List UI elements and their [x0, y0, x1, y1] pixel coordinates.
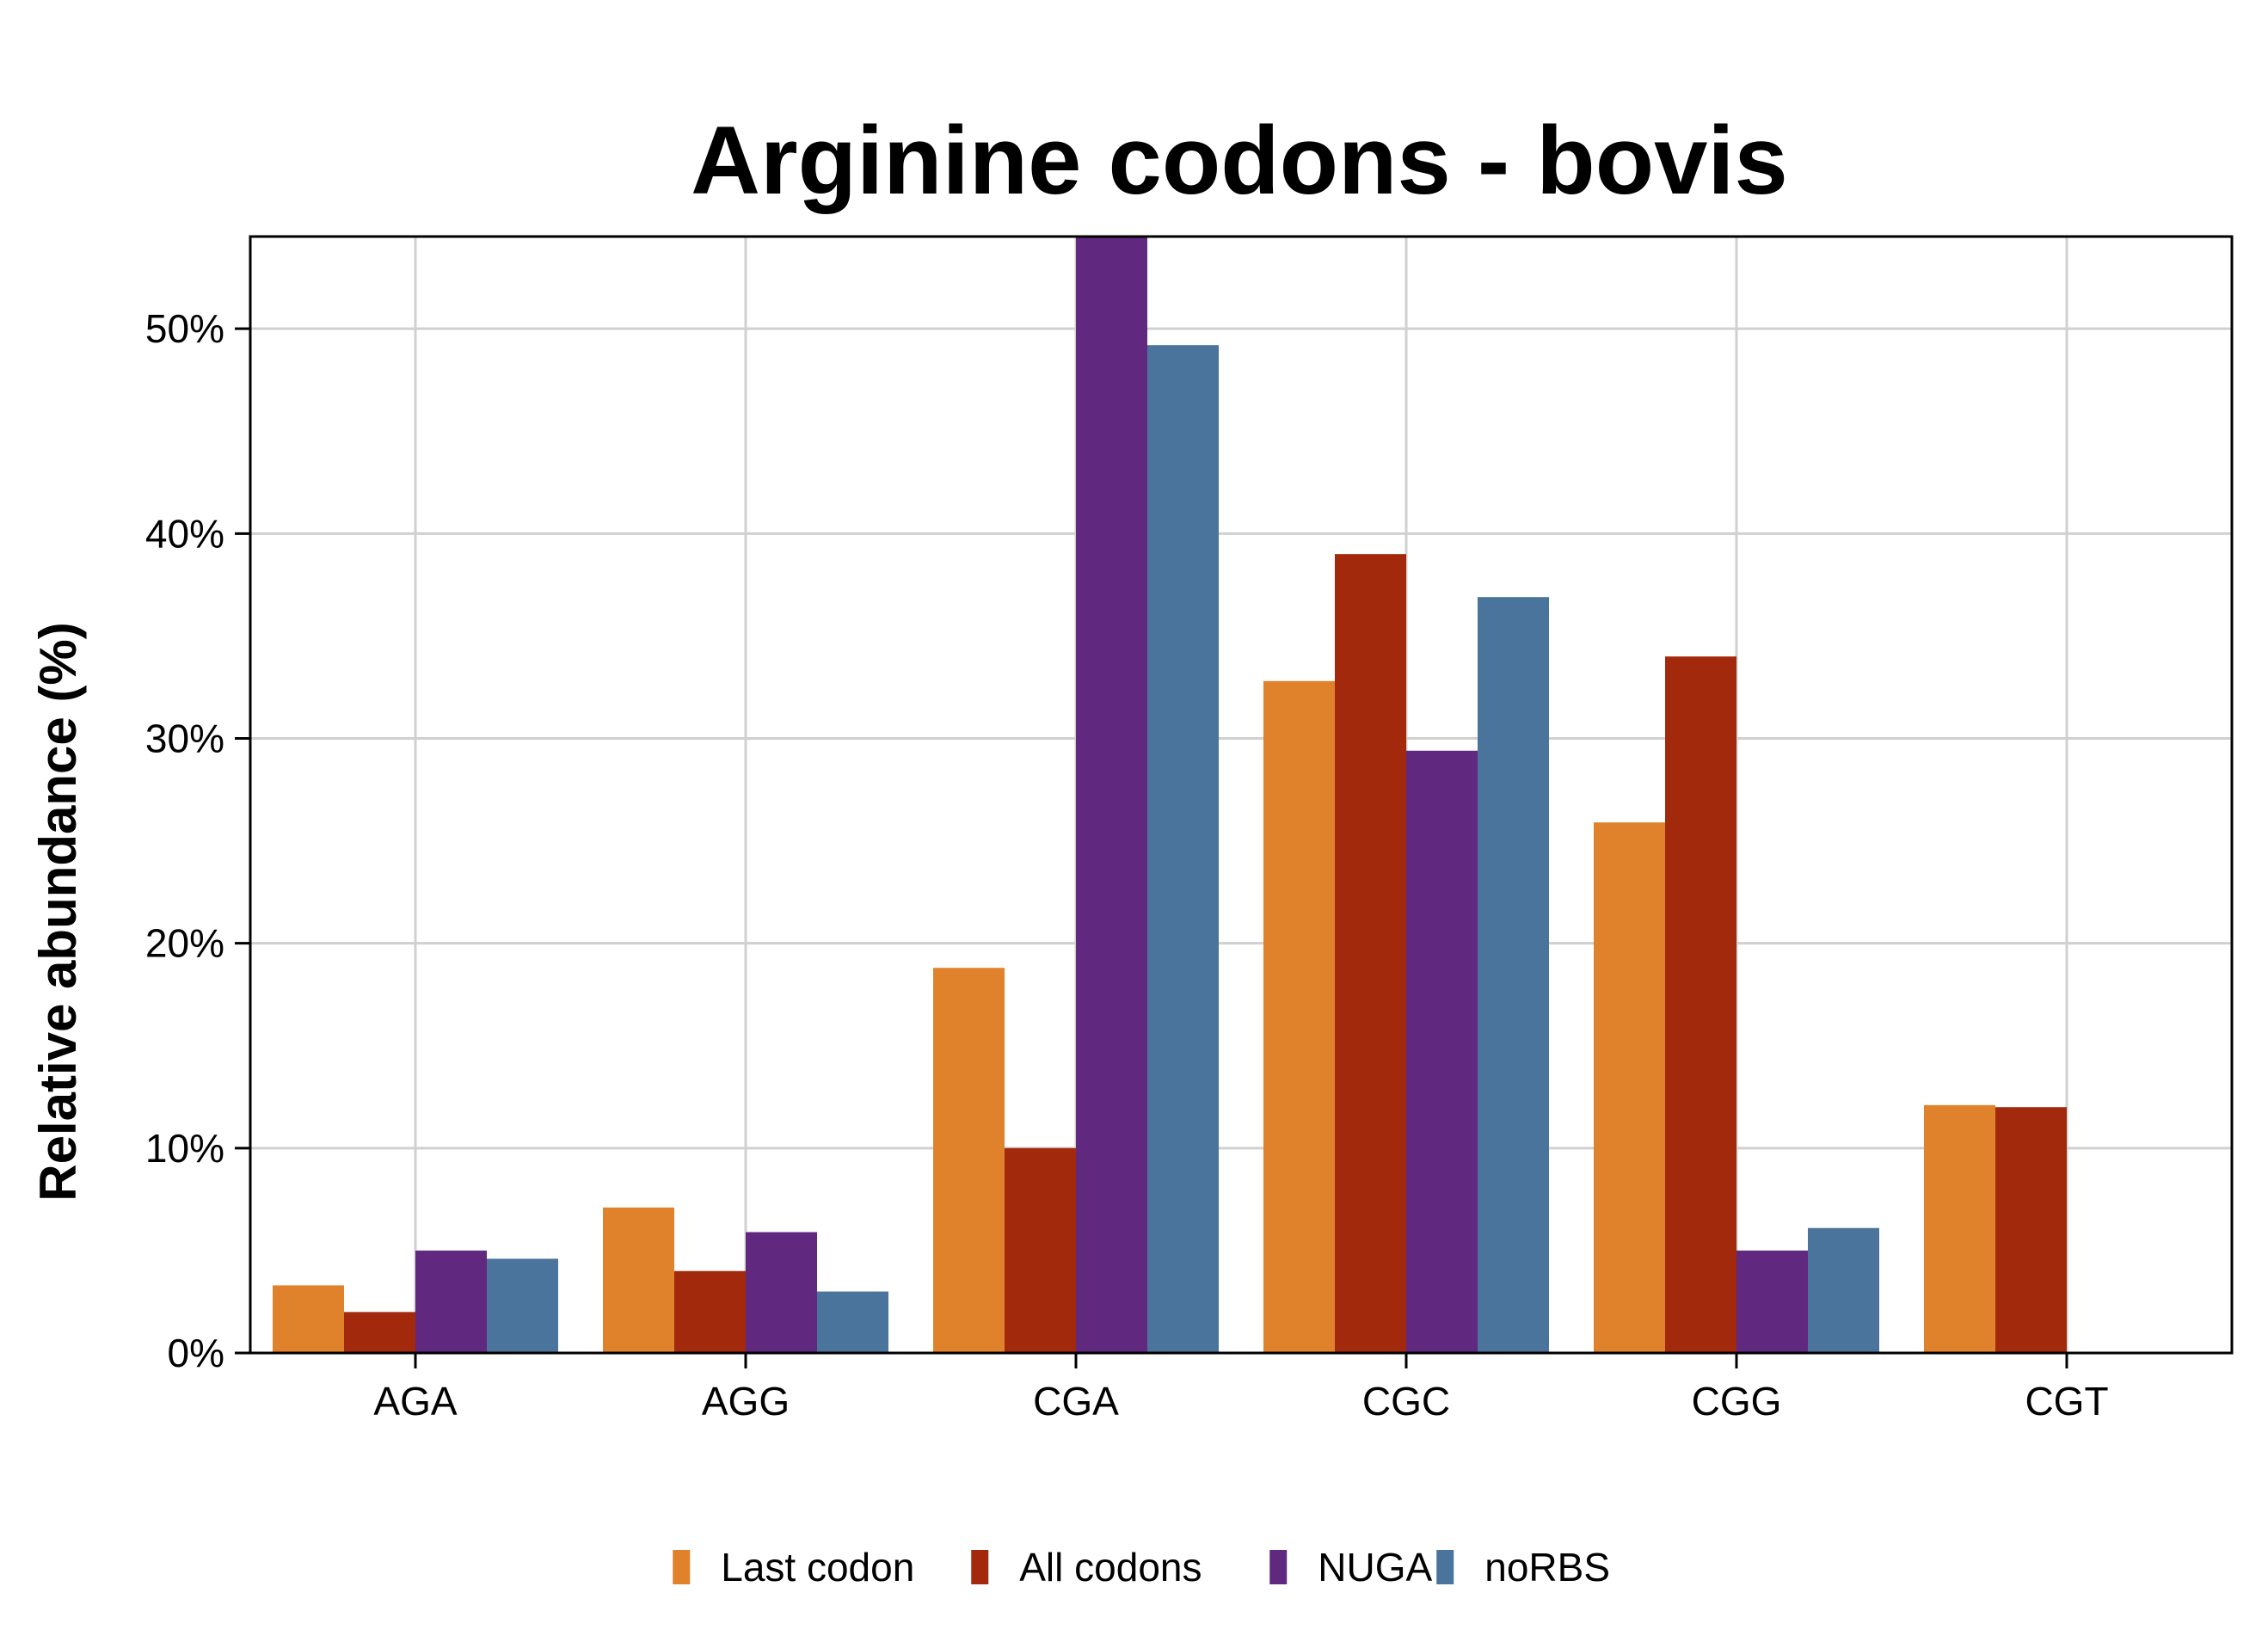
bar-aga-series-1 [344, 1312, 415, 1353]
legend-label: NUGA [1318, 1545, 1432, 1590]
legend-label: All codons [1019, 1545, 1202, 1590]
x-tick-label: CGT [2025, 1379, 2108, 1424]
bar-aga-series-0 [273, 1285, 344, 1353]
bar-cga-series-0 [933, 968, 1005, 1353]
y-tick-label: 0% [168, 1331, 224, 1375]
y-tick-label: 50% [145, 306, 224, 351]
bar-cgg-series-3 [1808, 1227, 1879, 1353]
bar-cgt-series-0 [1924, 1104, 1995, 1353]
x-tick-label: CGA [1033, 1379, 1119, 1424]
x-tick-label: CGG [1692, 1379, 1782, 1424]
x-tick-label: AGA [373, 1379, 457, 1424]
bar-cga-series-1 [1005, 1147, 1076, 1353]
bar-agg-series-2 [746, 1232, 817, 1353]
bar-cgc-series-2 [1406, 750, 1478, 1353]
bar-aga-series-3 [487, 1258, 558, 1353]
bar-cgt-series-1 [1995, 1107, 2067, 1353]
x-axis-ticks: AGA AGG CGA CGC CGG CGT [373, 1353, 2109, 1424]
bars [273, 237, 2067, 1353]
bar-agg-series-0 [603, 1207, 674, 1353]
bar-cgc-series-1 [1335, 554, 1406, 1353]
legend-label: Last codon [721, 1545, 914, 1590]
legend-key [971, 1550, 989, 1584]
y-axis-ticks: 0% 10% 20% 30% 40% 50% [145, 306, 250, 1375]
legend-key [673, 1550, 691, 1584]
bar-cgg-series-1 [1665, 656, 1736, 1353]
y-tick-label: 40% [145, 511, 224, 556]
x-tick-label: CGC [1362, 1379, 1450, 1424]
y-tick-label: 30% [145, 716, 224, 761]
y-tick-label: 20% [145, 921, 224, 966]
legend-label: noRBS [1484, 1545, 1610, 1590]
y-tick-label: 10% [145, 1126, 224, 1171]
bar-cga-series-2 [1076, 237, 1147, 1353]
bar-cgc-series-0 [1263, 680, 1335, 1353]
bar-cgg-series-2 [1736, 1250, 1808, 1353]
y-axis-label: Relative abundance (%) [29, 622, 87, 1202]
plot-frame [249, 235, 2234, 1355]
bar-agg-series-3 [817, 1291, 888, 1353]
chart-title: Arginine codons - bovis [691, 107, 1788, 214]
legend-key [1269, 1550, 1288, 1584]
bar-cgg-series-0 [1594, 822, 1665, 1353]
legend-key [1436, 1550, 1454, 1584]
bar-aga-series-2 [415, 1250, 487, 1353]
bar-cga-series-3 [1147, 345, 1219, 1353]
bar-agg-series-1 [674, 1270, 746, 1353]
bar-cgc-series-3 [1478, 597, 1549, 1353]
x-tick-label: AGG [702, 1379, 790, 1424]
legend: Last codon All codons NUGA noRBS [673, 1545, 1610, 1590]
